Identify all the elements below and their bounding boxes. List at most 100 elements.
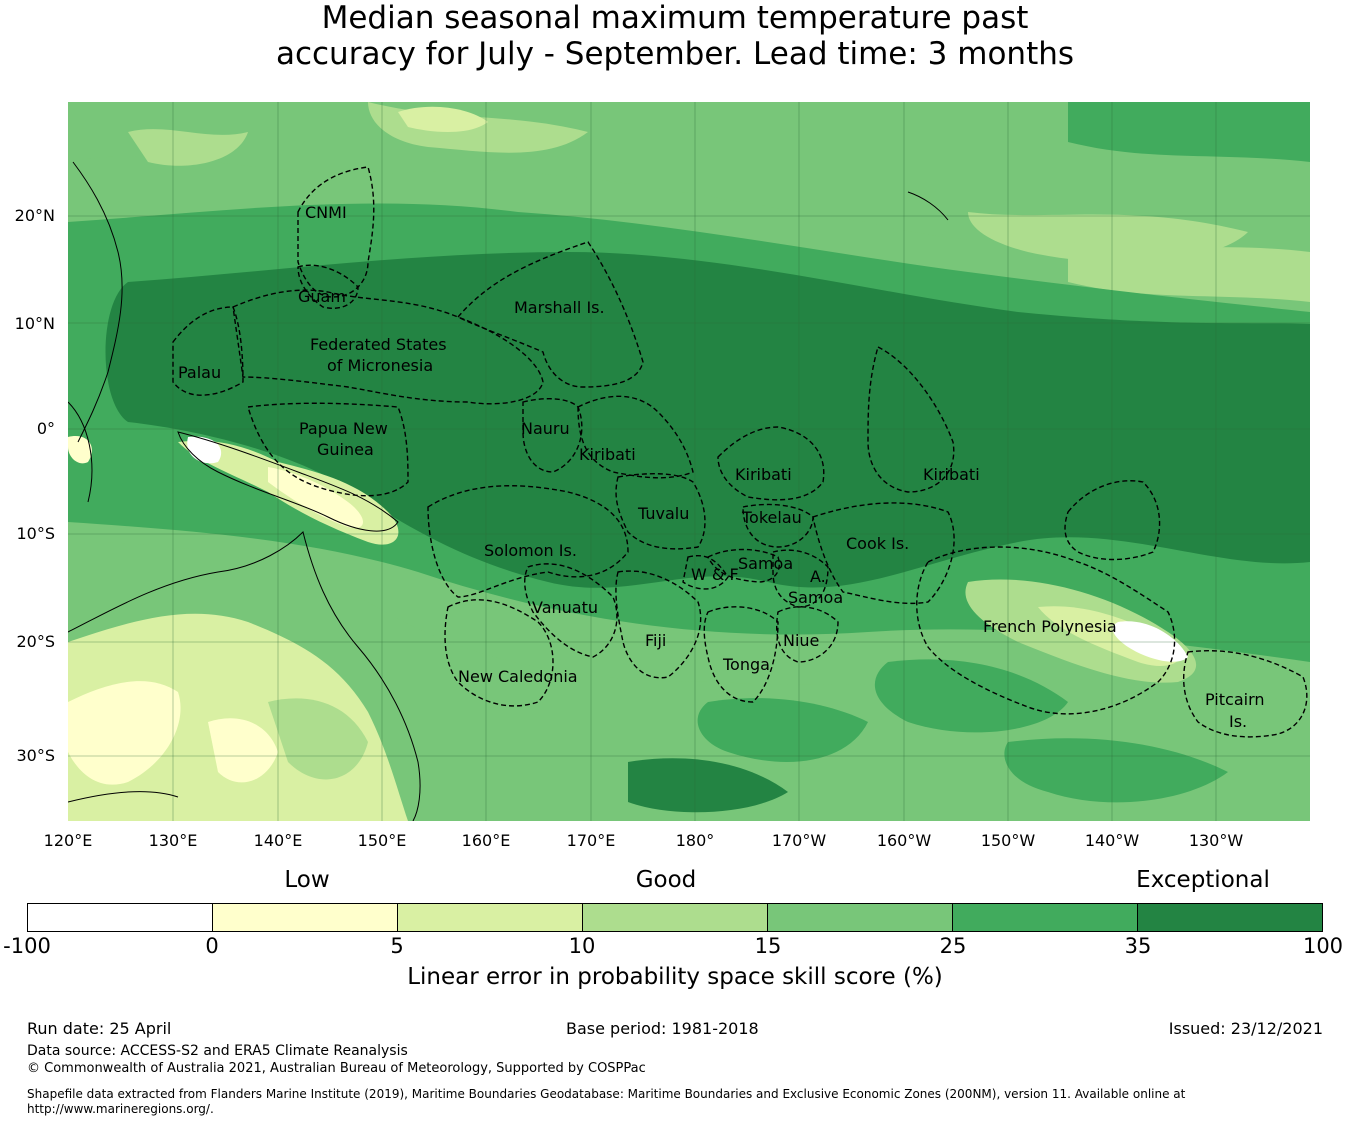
- eez-vanuatu: [524, 563, 618, 658]
- legend-swatch: [213, 904, 398, 931]
- coastlines: [68, 161, 949, 821]
- lon-label-150w: 150°W: [980, 831, 1036, 850]
- field-fp-white: [1112, 621, 1188, 662]
- eez-french-polynesia-east: [1064, 480, 1161, 561]
- eez-kiribati-west: [577, 395, 694, 479]
- field-south-dark-3: [1004, 738, 1228, 803]
- field-aus-lighter: [68, 681, 181, 785]
- shapefile-credit-1: Shapefile data extracted from Flanders M…: [27, 1087, 1186, 1101]
- eez-kiribati-east: [867, 345, 955, 493]
- legend-tick: 25: [939, 934, 967, 958]
- coast-philippines: [72, 161, 123, 443]
- label-tonga: Tonga: [722, 655, 770, 674]
- legend-tick: 35: [1124, 934, 1152, 958]
- legend-tick: 15: [754, 934, 782, 958]
- title-line-2: accuracy for July - September. Lead time…: [275, 36, 1075, 72]
- legend-swatch: [583, 904, 768, 931]
- label-samoa: Samoa: [738, 554, 793, 573]
- field-south-darkest: [628, 758, 788, 813]
- lon-label-130w: 130°W: [1188, 831, 1244, 850]
- lat-label-20s: 20°S: [16, 632, 55, 651]
- legend-title: Linear error in probability space skill …: [407, 964, 943, 990]
- eez-new-caledonia: [444, 599, 554, 707]
- field-nw-light: [128, 129, 248, 166]
- label-pitcairn-1: Pitcairn: [1205, 690, 1265, 709]
- field-nw-light-2: [398, 106, 488, 132]
- data-source: Data source: ACCESS-S2 and ERA5 Climate …: [27, 1043, 408, 1059]
- label-cnmi: CNMI: [305, 203, 347, 222]
- label-cook: Cook Is.: [846, 534, 909, 553]
- lon-label-140e: 140°E: [253, 831, 303, 850]
- label-tokelau: Tokelau: [741, 508, 802, 527]
- field-north-dark: [1068, 102, 1310, 162]
- field-aus-mid: [268, 698, 368, 780]
- eez-solomon: [427, 485, 629, 598]
- label-kiribati-central: Kiribati: [735, 465, 792, 484]
- eez-niue: [776, 606, 839, 663]
- region-labels: CNMI Guam Palau Federated States of Micr…: [178, 203, 1265, 731]
- field-png-white-2: [268, 467, 363, 528]
- label-kiribati-west: Kiribati: [579, 445, 636, 464]
- legend-swatch: [398, 904, 583, 931]
- coast-new-guinea: [177, 431, 399, 532]
- lon-label-150e: 150°E: [357, 831, 407, 850]
- legend-swatch: [1138, 904, 1322, 931]
- issued-date: Issued: 23/12/2021: [1168, 1019, 1323, 1038]
- eez-tuvalu: [615, 473, 706, 550]
- copyright: © Commonwealth of Australia 2021, Austra…: [27, 1061, 646, 1076]
- label-pitcairn-2: Is.: [1229, 712, 1247, 731]
- eez-png: [247, 402, 409, 497]
- label-fiji: Fiji: [645, 631, 666, 650]
- label-niue: Niue: [783, 631, 819, 650]
- legend-category-good: Good: [635, 867, 697, 893]
- label-guam: Guam: [298, 287, 346, 306]
- label-png-1: Papua New: [299, 419, 388, 438]
- eez-samoa: [707, 548, 780, 583]
- legend-tick: 0: [205, 934, 219, 958]
- eez-fiji: [615, 570, 702, 679]
- eez-cook: [812, 502, 955, 605]
- legend-swatch: [768, 904, 953, 931]
- eez-marshall: [456, 241, 644, 388]
- skill-field-north: [68, 102, 1310, 302]
- field-north-light-3: [1068, 242, 1310, 302]
- legend-colorbar: [27, 903, 1323, 932]
- label-nauru: Nauru: [521, 419, 570, 438]
- eez-cnmi: [297, 166, 375, 298]
- legend-category-low: Low: [284, 867, 330, 893]
- lat-label-0: 0°: [36, 419, 55, 438]
- field-aus-lighter-2: [208, 718, 278, 783]
- label-as-1: A.: [810, 567, 826, 586]
- label-wf: W & F: [691, 565, 739, 584]
- legend-tick: -100: [3, 934, 51, 958]
- coast-hawaii: [907, 191, 949, 221]
- legend-tick: 10: [568, 934, 596, 958]
- legend-swatch: [28, 904, 213, 931]
- eez-tonga: [703, 606, 779, 703]
- field-south-dark-2: [697, 698, 868, 762]
- field-tropics-dark: [105, 252, 1310, 588]
- lon-label-180: 180°: [675, 831, 715, 850]
- eez-tokelau: [742, 503, 814, 548]
- lon-label-160w: 160°W: [876, 831, 932, 850]
- eez-pitcairn: [1183, 650, 1308, 738]
- lat-label-10s: 10°S: [16, 524, 55, 543]
- lat-label-30s: 30°S: [16, 746, 55, 765]
- coast-borneo: [68, 401, 93, 503]
- lon-label-170e: 170°E: [566, 831, 616, 850]
- label-vanuatu: Vanuatu: [532, 598, 598, 617]
- eez-fsm: [232, 289, 544, 405]
- coast-australia: [68, 531, 421, 821]
- skill-field-png: [68, 436, 399, 545]
- label-new-caledonia: New Caledonia: [458, 667, 578, 686]
- label-tuvalu: Tuvalu: [637, 504, 689, 523]
- lon-label-160e: 160°E: [461, 831, 511, 850]
- label-solomon: Solomon Is.: [484, 541, 577, 560]
- map-graticule: [68, 102, 1310, 821]
- label-fsm-2: of Micronesia: [327, 356, 433, 375]
- eez-nauru: [522, 398, 583, 473]
- shapefile-credit-2: http://www.marineregions.org/.: [27, 1102, 214, 1116]
- skill-field-australia: [68, 613, 408, 821]
- lon-label-120e: 120°E: [43, 831, 93, 850]
- eez-kiribati-central: [717, 426, 825, 501]
